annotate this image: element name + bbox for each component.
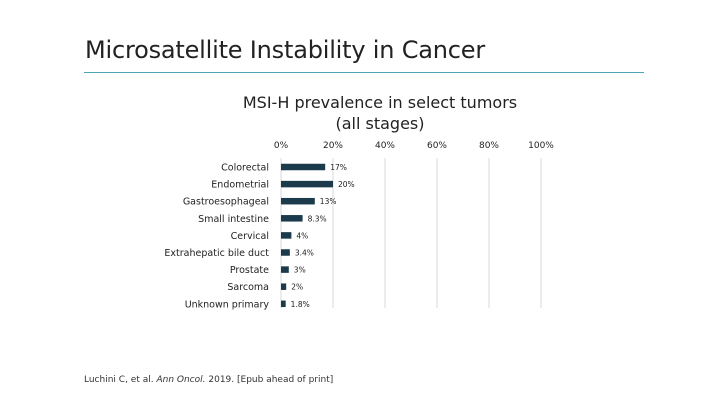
bar-colorectal (281, 163, 326, 171)
category-label-extrahepatic-bile-duct: Extrahepatic bile duct (164, 248, 269, 259)
chart-title: MSI-H prevalence in select tumors (242, 93, 518, 112)
bar-prostate (281, 266, 289, 273)
bar-endometrial (281, 180, 333, 188)
category-label-endometrial: Endometrial (211, 180, 269, 191)
x-tick-label-0: 0% (274, 141, 289, 151)
value-label-endometrial: 20% (338, 180, 355, 189)
value-label-small-intestine: 8.3% (308, 214, 327, 223)
category-label-prostate: Prostate (230, 265, 269, 276)
value-label-sarcoma: 2% (291, 283, 303, 292)
slide-title: Microsatellite Instability in Cancer (85, 36, 485, 64)
bar-extrahepatic-bile-duct (281, 249, 290, 256)
category-label-small-intestine: Small intestine (198, 214, 269, 225)
citation-journal: Ann Oncol. (156, 375, 206, 385)
title-divider (84, 72, 644, 73)
citation: Luchini C, et al. Ann Oncol. 2019. [Epub… (84, 375, 333, 385)
bar-cervical (281, 232, 292, 239)
value-label-extrahepatic-bile-duct: 3.4% (295, 249, 314, 258)
x-tick-label-100: 100% (528, 141, 554, 151)
category-label-unknown-primary: Unknown primary (185, 299, 270, 310)
category-label-sarcoma: Sarcoma (227, 282, 269, 293)
chart-subtitle: (all stages) (335, 114, 425, 133)
category-label-colorectal: Colorectal (221, 163, 269, 174)
citation-authors: Luchini C, et al. (84, 375, 154, 385)
x-tick-label-40: 40% (375, 141, 395, 151)
value-label-prostate: 3% (294, 266, 306, 275)
bar-unknown-primary (281, 300, 286, 308)
value-label-colorectal: 17% (330, 163, 347, 172)
x-tick-label-20: 20% (323, 141, 343, 151)
category-label-cervical: Cervical (231, 231, 269, 242)
citation-details: 2019. [Epub ahead of print] (208, 375, 334, 385)
value-label-cervical: 4% (296, 231, 308, 240)
category-label-gastroesophageal: Gastroesophageal (183, 197, 269, 208)
bar-sarcoma (281, 283, 287, 290)
x-tick-label-80: 80% (479, 141, 499, 151)
value-label-gastroesophageal: 13% (320, 197, 337, 206)
bar-gastroesophageal (281, 197, 315, 205)
bar-small-intestine (281, 215, 303, 222)
value-label-unknown-primary: 1.8% (291, 300, 310, 309)
x-tick-label-60: 60% (427, 141, 447, 151)
